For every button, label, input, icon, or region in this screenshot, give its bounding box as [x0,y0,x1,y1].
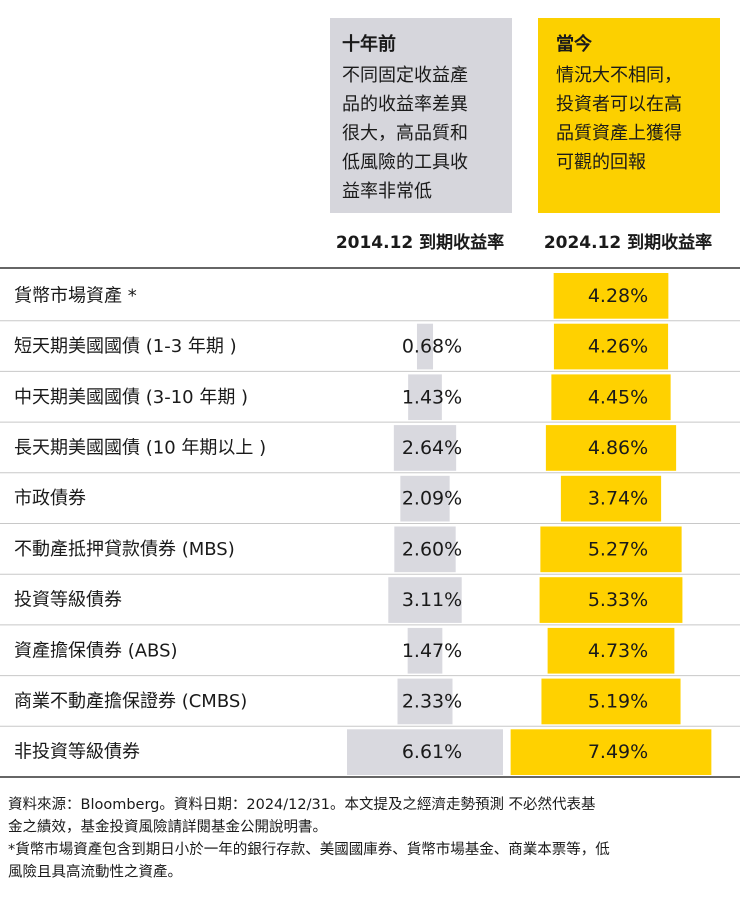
bar [560,475,662,522]
header-title: 當今 [556,33,593,55]
value-label: 3.11% [402,589,462,611]
header-text: 不同固定收益產 [342,65,468,86]
value-label: 5.33% [588,589,648,611]
value-label: 4.28% [588,285,648,307]
value-label: 1.47% [402,640,462,662]
value-label: 2.64% [402,437,462,459]
value-label: 2.33% [402,690,462,712]
value-label: 7.49% [588,741,648,763]
category-label: 中天期美國國債 (3-10 年期 ) [14,387,248,408]
category-label: 貨幣市場資產 * [14,285,137,306]
category-label: 長天期美國國債 (10 年期以上 ) [14,437,266,458]
header-text: 品質資產上獲得 [556,123,682,144]
category-label: 商業不動產擔保證券 (CMBS) [14,691,247,712]
bar [408,374,442,421]
bar [510,729,712,775]
bar [547,627,675,674]
footnote: 資料來源：Bloomberg。資料日期：2024/12/31。本文提及之經濟走勢… [8,796,596,813]
bar [540,526,682,573]
bar [388,577,462,623]
category-label: 短天期美國國債 (1-3 年期 ) [14,336,237,357]
header-box [330,18,512,213]
value-label: 4.86% [588,437,648,459]
bar [553,273,669,319]
column-header: 2024.12 到期收益率 [544,232,712,253]
column-header: 2014.12 到期收益率 [336,232,504,253]
value-label: 1.43% [402,386,462,408]
bar [551,374,671,421]
footnote: 金之績效，基金投資風險請詳閱基金公開說明書。 [8,819,327,836]
bar [539,577,683,623]
header-text: 低風險的工具收 [342,152,468,173]
value-label: 2.60% [402,538,462,560]
bar [545,425,677,471]
value-label: 5.19% [588,690,648,712]
bar [397,678,453,725]
bar [541,678,681,725]
footnote: *貨幣市場資產包含到期日小於一年的銀行存款、美國國庫券、貨幣市場基金、商業本票等… [8,840,610,858]
value-label: 4.45% [588,386,648,408]
header-text: 益率非常低 [342,181,432,202]
value-label: 4.73% [588,640,648,662]
bar [407,627,443,674]
value-label: 4.26% [588,336,648,358]
bar [553,323,669,370]
category-label: 投資等級債券 [14,590,122,611]
category-label: 不動產抵押貸款債券 (MBS) [14,539,235,560]
category-label: 非投資等級債券 [14,742,140,763]
value-label: 6.61% [402,741,462,763]
header-text: 品的收益率差異 [342,94,468,115]
value-label: 3.74% [588,488,648,510]
bar [416,323,434,370]
header-text: 投資者可以在高 [556,94,682,115]
value-label: 2.09% [402,488,462,510]
bar [400,475,450,522]
header-title: 十年前 [342,33,396,55]
header-text: 很大，高品質和 [342,123,468,144]
bar [393,425,457,471]
value-label: 0.68% [402,336,462,358]
header-box [538,18,720,213]
value-label: 5.27% [588,538,648,560]
header-text: 情況大不相同， [556,65,682,86]
category-label: 資產擔保債券 (ABS) [14,640,178,661]
category-label: 市政債券 [14,488,86,509]
header-text: 可觀的回報 [556,152,646,173]
bar [394,526,456,573]
footnote: 風險且具高流動性之資產。 [8,864,182,881]
bar [347,729,503,775]
